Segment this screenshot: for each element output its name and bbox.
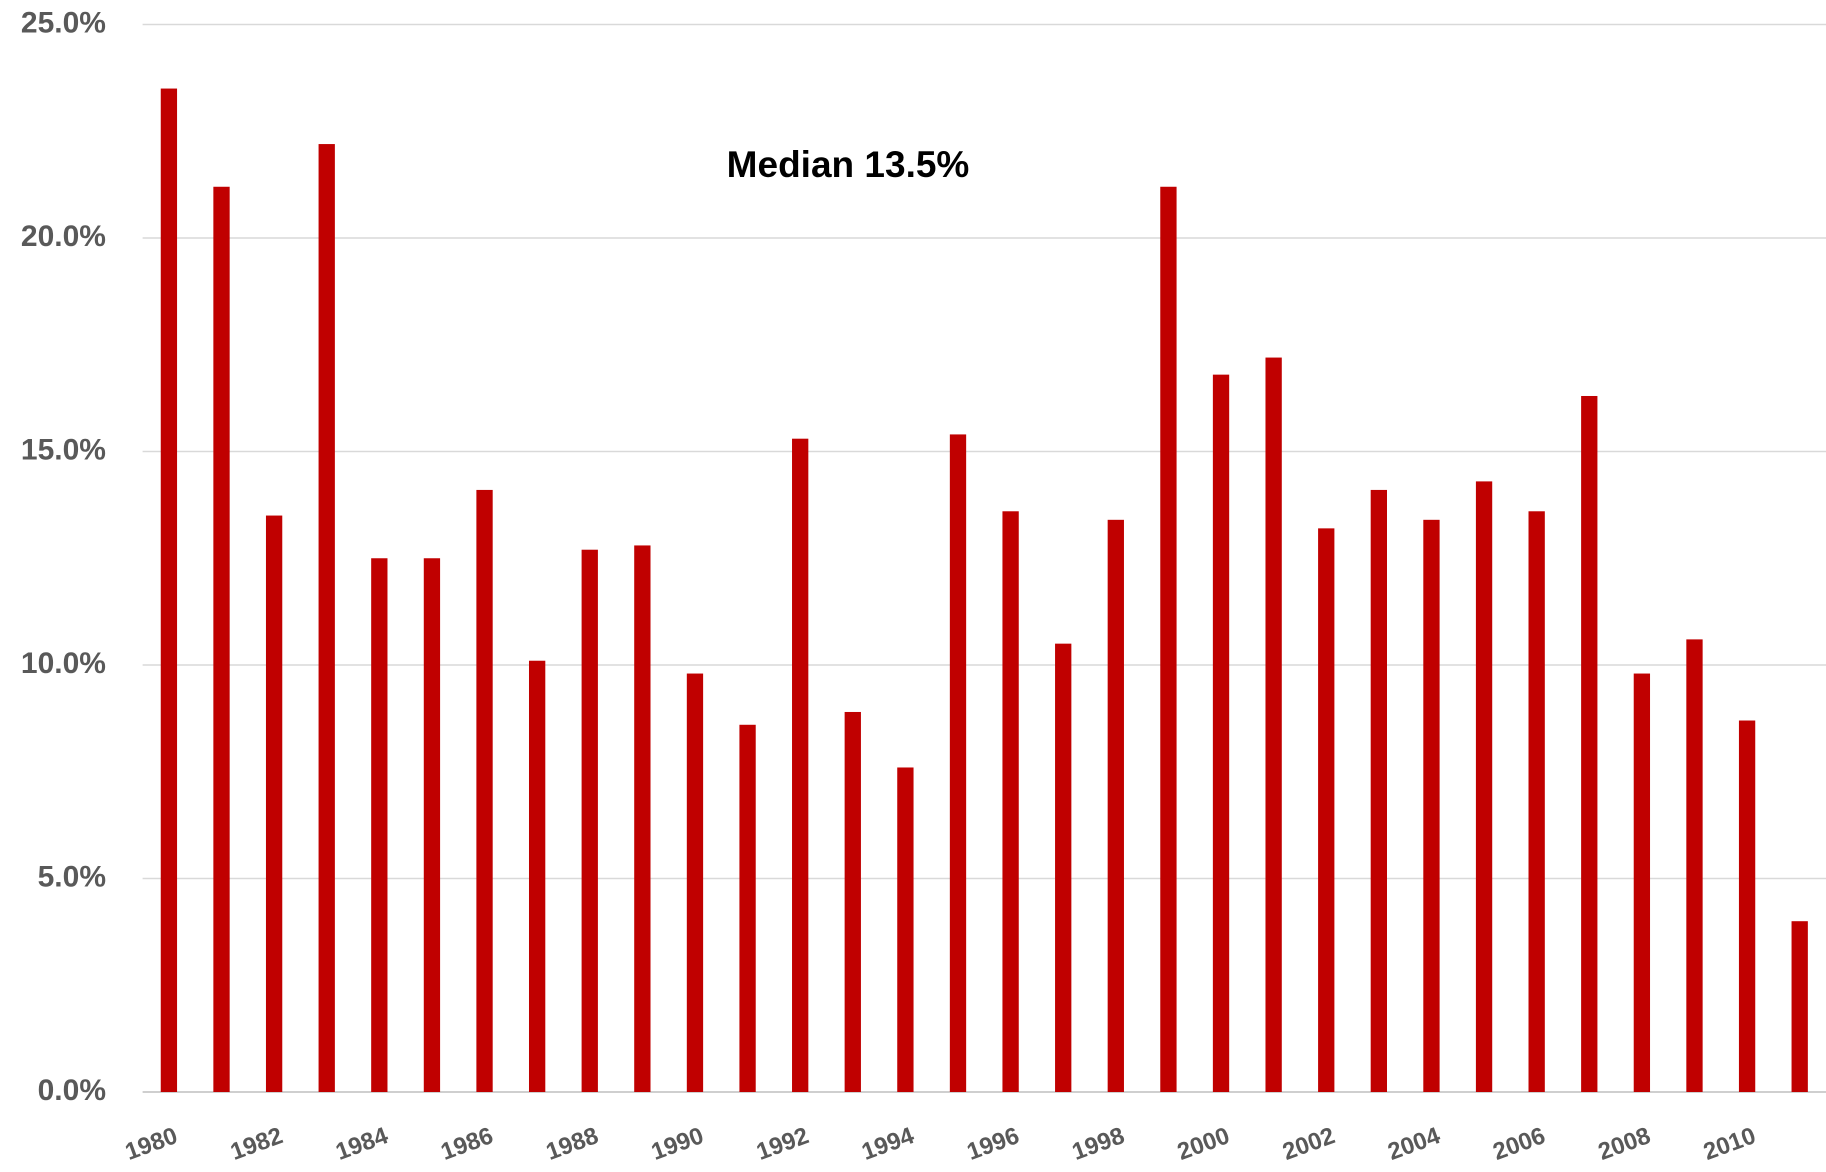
x-tick-label: 1988	[543, 1122, 602, 1166]
bar	[423, 558, 441, 1092]
bar	[1107, 519, 1124, 1092]
bar	[213, 186, 230, 1092]
bar	[160, 88, 178, 1093]
bar	[1423, 519, 1440, 1092]
x-tick-label: 2002	[1279, 1122, 1338, 1166]
y-tick-label: 0.0%	[38, 1074, 106, 1107]
y-tick-label: 5.0%	[38, 860, 106, 893]
x-tick-label: 1984	[332, 1122, 392, 1166]
bar	[265, 515, 283, 1092]
x-tick-label: 1986	[437, 1122, 496, 1166]
bar	[1581, 395, 1598, 1092]
x-tick-label: 1994	[858, 1122, 918, 1166]
y-tick-label: 15.0%	[21, 433, 106, 466]
x-tick-label: 1990	[648, 1122, 707, 1166]
bar	[1475, 481, 1493, 1092]
bar	[318, 144, 335, 1092]
bar	[1791, 921, 1808, 1092]
bar	[1686, 639, 1703, 1092]
bar	[476, 489, 493, 1092]
bar	[1002, 511, 1019, 1092]
x-tick-label: 2006	[1489, 1122, 1548, 1166]
bar	[581, 549, 598, 1092]
bar	[1738, 720, 1756, 1092]
x-tick-label: 1992	[753, 1122, 812, 1166]
bar	[949, 434, 967, 1092]
y-tick-label: 20.0%	[21, 220, 106, 253]
bar	[1633, 673, 1651, 1092]
x-tick-label: 2000	[1174, 1122, 1233, 1166]
x-tick-label: 2008	[1595, 1122, 1654, 1166]
bar	[1265, 357, 1282, 1092]
bar	[371, 558, 388, 1092]
bar	[634, 545, 651, 1092]
x-tick-label: 1996	[963, 1122, 1022, 1166]
x-tick-label: 1998	[1069, 1122, 1128, 1166]
bar	[792, 438, 809, 1092]
bar	[1370, 489, 1388, 1092]
annotation: Median 13.5%	[727, 144, 970, 185]
y-tick-label: 10.0%	[21, 647, 106, 680]
x-tick-label: 1980	[122, 1122, 181, 1166]
bar	[739, 724, 756, 1092]
bar	[528, 660, 546, 1092]
x-tick-label: 2004	[1384, 1122, 1444, 1166]
y-tick-label: 25.0%	[21, 6, 106, 39]
bar	[1212, 374, 1230, 1092]
bar	[1318, 528, 1335, 1092]
bar	[686, 673, 704, 1092]
x-tick-label: 1982	[227, 1122, 286, 1166]
bar	[897, 767, 914, 1092]
bar	[1055, 643, 1072, 1092]
bar	[1160, 186, 1177, 1092]
bar	[844, 711, 861, 1092]
bar	[1528, 511, 1545, 1092]
x-tick-label: 2010	[1700, 1122, 1759, 1166]
